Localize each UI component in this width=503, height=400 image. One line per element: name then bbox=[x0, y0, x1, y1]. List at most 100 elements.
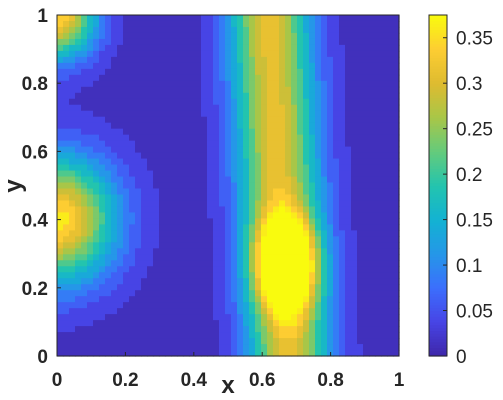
heatmap-cell bbox=[357, 26, 364, 34]
heatmap-cell bbox=[195, 212, 202, 219]
heatmap-cell bbox=[183, 20, 190, 28]
heatmap-cell bbox=[381, 176, 388, 184]
heatmap-cell bbox=[195, 26, 202, 34]
heatmap-cell bbox=[201, 176, 208, 184]
heatmap-cell bbox=[189, 134, 196, 142]
heatmap-cell bbox=[267, 212, 274, 219]
heatmap-cell bbox=[57, 344, 64, 351]
heatmap-cell bbox=[267, 230, 274, 237]
heatmap-cell bbox=[177, 254, 184, 261]
heatmap-cell bbox=[279, 200, 286, 208]
heatmap-cell bbox=[75, 50, 82, 58]
heatmap-cell bbox=[141, 224, 148, 231]
heatmap-cell bbox=[165, 86, 172, 94]
heatmap-cell bbox=[135, 164, 142, 172]
heatmap-cell bbox=[153, 344, 160, 351]
heatmap-cell bbox=[231, 20, 238, 28]
heatmap-cell bbox=[147, 266, 154, 273]
heatmap-cell bbox=[309, 74, 316, 82]
heatmap-cell bbox=[87, 278, 94, 285]
heatmap-cell bbox=[207, 134, 214, 142]
heatmap-cell bbox=[375, 68, 382, 76]
heatmap-cell bbox=[63, 224, 70, 231]
heatmap-cell bbox=[189, 218, 196, 225]
heatmap-cell bbox=[363, 338, 370, 345]
heatmap-cell bbox=[261, 56, 268, 64]
heatmap-cell bbox=[231, 266, 238, 273]
heatmap-cell bbox=[279, 15, 286, 22]
heatmap-cell bbox=[375, 98, 382, 106]
heatmap-cell bbox=[135, 56, 142, 64]
heatmap-cell bbox=[321, 158, 328, 166]
heatmap-cell bbox=[225, 200, 232, 208]
heatmap-cell bbox=[195, 176, 202, 184]
heatmap-cell bbox=[165, 212, 172, 219]
heatmap-cell bbox=[93, 62, 100, 70]
heatmap-cell bbox=[375, 350, 382, 357]
colorbar-segment bbox=[429, 86, 447, 90]
heatmap-cell bbox=[315, 74, 322, 82]
heatmap-cell bbox=[261, 290, 268, 297]
x-tick-label: 0 bbox=[52, 370, 63, 391]
heatmap-cell bbox=[153, 38, 160, 46]
heatmap-cell bbox=[273, 290, 280, 297]
heatmap-cell bbox=[99, 200, 106, 208]
heatmap-cell bbox=[261, 182, 268, 190]
heatmap-cell bbox=[189, 15, 196, 22]
heatmap-cell bbox=[87, 104, 94, 112]
heatmap-cell bbox=[363, 56, 370, 64]
heatmap-cell bbox=[153, 56, 160, 64]
heatmap-cell bbox=[183, 314, 190, 321]
heatmap-cell bbox=[297, 110, 304, 118]
heatmap-cell bbox=[69, 86, 76, 94]
heatmap-cell bbox=[363, 236, 370, 243]
heatmap-cell bbox=[63, 152, 70, 160]
heatmap-cell bbox=[315, 158, 322, 166]
heatmap-cell bbox=[153, 224, 160, 231]
heatmap-cell bbox=[99, 302, 106, 309]
heatmap-cell bbox=[195, 122, 202, 130]
heatmap-cell bbox=[243, 284, 250, 291]
heatmap-cell bbox=[189, 92, 196, 100]
heatmap-cell bbox=[147, 80, 154, 88]
heatmap-cell bbox=[57, 32, 64, 40]
heatmap-cell bbox=[255, 110, 262, 118]
heatmap-cell bbox=[99, 182, 106, 190]
heatmap-cell bbox=[189, 224, 196, 231]
heatmap-cell bbox=[291, 326, 298, 333]
heatmap-cell bbox=[345, 110, 352, 118]
heatmap-cell bbox=[153, 194, 160, 202]
heatmap-cell bbox=[249, 218, 256, 225]
heatmap-cell bbox=[303, 272, 310, 279]
heatmap-cell bbox=[339, 32, 346, 40]
heatmap-cell bbox=[243, 296, 250, 303]
heatmap-cell bbox=[99, 74, 106, 82]
heatmap-cell bbox=[141, 92, 148, 100]
heatmap-cell bbox=[105, 128, 112, 136]
heatmap-cell bbox=[111, 332, 118, 339]
heatmap-cell bbox=[153, 158, 160, 166]
colorbar-segment bbox=[429, 279, 447, 283]
heatmap-cell bbox=[285, 206, 292, 214]
heatmap-cell bbox=[201, 152, 208, 160]
heatmap-cell bbox=[255, 200, 262, 208]
heatmap-cell bbox=[75, 338, 82, 345]
heatmap-cell bbox=[153, 350, 160, 357]
heatmap-cell bbox=[387, 50, 394, 58]
colorbar-tick-label: 0.3 bbox=[456, 74, 482, 95]
heatmap-cell bbox=[237, 158, 244, 166]
heatmap-cell bbox=[375, 236, 382, 243]
heatmap-cell bbox=[297, 170, 304, 178]
heatmap-cell bbox=[189, 146, 196, 154]
heatmap-cell bbox=[333, 104, 340, 112]
heatmap-cell bbox=[219, 320, 226, 327]
colorbar-segment bbox=[429, 23, 447, 27]
heatmap-cell bbox=[111, 110, 118, 118]
heatmap-cell bbox=[297, 254, 304, 261]
heatmap-cell bbox=[339, 68, 346, 76]
heatmap-cell bbox=[81, 242, 88, 249]
heatmap-cell bbox=[81, 272, 88, 279]
heatmap-cell bbox=[57, 44, 64, 52]
heatmap-cell bbox=[195, 242, 202, 249]
heatmap-cell bbox=[357, 170, 364, 178]
